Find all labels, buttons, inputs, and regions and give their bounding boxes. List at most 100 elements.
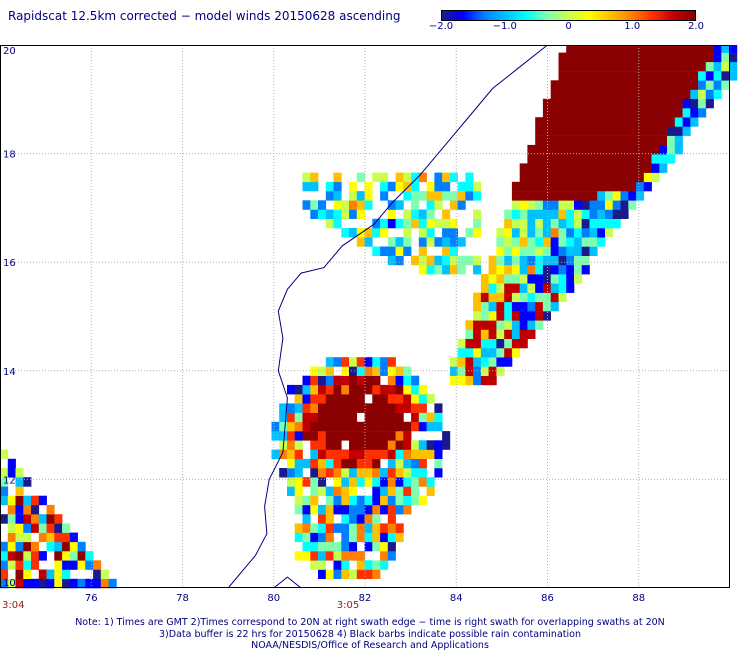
wind-cell <box>535 320 544 330</box>
wind-cell <box>349 458 358 469</box>
wind-cell <box>659 135 668 146</box>
wind-cell <box>659 117 668 127</box>
wind-cell <box>574 144 583 155</box>
wind-cell <box>597 52 606 63</box>
wind-cell <box>542 200 551 210</box>
wind-cell <box>519 264 528 275</box>
wind-cell <box>302 375 311 386</box>
wind-cell <box>356 551 365 561</box>
wind-cell <box>643 144 652 155</box>
wind-cell <box>372 228 381 238</box>
wind-cell <box>364 440 373 450</box>
wind-cell <box>457 357 466 367</box>
wind-cell <box>636 126 645 136</box>
wind-cell <box>705 80 714 90</box>
wind-cell <box>395 523 404 533</box>
wind-cell <box>62 560 71 570</box>
wind-cell <box>310 477 319 487</box>
wind-cell <box>519 181 528 192</box>
wind-cell <box>302 172 311 183</box>
wind-cell <box>418 421 427 432</box>
wind-cell <box>597 200 606 210</box>
wind-cell <box>542 144 551 155</box>
wind-cell <box>473 348 482 358</box>
wind-cell <box>566 200 575 210</box>
wind-cell <box>705 52 714 63</box>
wind-cell <box>310 172 319 183</box>
wind-cell <box>395 449 404 459</box>
colorbar-tick-label: 0 <box>565 21 572 32</box>
wind-cell <box>535 172 544 183</box>
wind-cell <box>488 274 497 284</box>
wind-cell <box>426 412 435 423</box>
wind-cell <box>418 255 427 266</box>
wind-cell <box>628 154 637 164</box>
wind-cell <box>574 61 583 72</box>
wind-cell <box>682 108 691 118</box>
wind-cell <box>302 458 311 469</box>
wind-cell <box>411 209 420 219</box>
wind-cell <box>364 495 373 506</box>
wind-cell <box>496 246 505 256</box>
wind-cell <box>380 421 389 432</box>
wind-cell <box>387 458 396 469</box>
wind-cell <box>589 71 598 81</box>
wind-cell <box>387 394 396 404</box>
wind-cell <box>465 228 474 238</box>
wind-cell <box>597 209 606 219</box>
wind-cell <box>643 126 652 136</box>
wind-cell <box>473 209 482 219</box>
wind-cell <box>325 486 334 496</box>
wind-cell <box>698 98 707 109</box>
wind-cell <box>589 135 598 146</box>
wind-cell <box>356 431 365 441</box>
wind-cell <box>589 89 598 99</box>
wind-cell <box>395 477 404 487</box>
wind-cell <box>643 98 652 109</box>
wind-cell <box>333 458 342 469</box>
wind-cell <box>496 301 505 312</box>
wind-cell <box>395 458 404 469</box>
wind-cell <box>527 246 536 256</box>
wind-cell <box>682 89 691 99</box>
wind-cell <box>325 514 334 524</box>
wind-cell <box>23 578 32 589</box>
wind-cell <box>535 264 544 275</box>
wind-cell <box>302 541 311 552</box>
wind-cell <box>574 117 583 127</box>
wind-cell <box>38 569 47 579</box>
wind-cell <box>674 52 683 63</box>
wind-cell <box>542 191 551 201</box>
wind-cell <box>581 200 590 210</box>
wind-cell <box>589 117 598 127</box>
wind-cell <box>31 523 40 533</box>
wind-cell <box>426 477 435 487</box>
wind-cell <box>349 412 358 423</box>
wind-cell <box>294 468 303 478</box>
wind-cell <box>542 117 551 127</box>
wind-cell <box>566 246 575 256</box>
wind-cell <box>511 338 520 349</box>
wind-cell <box>504 357 513 367</box>
wind-cell <box>294 412 303 423</box>
wind-cell <box>411 181 420 192</box>
wind-cell <box>356 532 365 543</box>
wind-cell <box>496 237 505 247</box>
wind-cell <box>457 237 466 247</box>
wind-cell <box>643 45 652 53</box>
wind-cell <box>589 144 598 155</box>
wind-cell <box>511 274 520 284</box>
wind-cell <box>542 98 551 109</box>
wind-cell <box>713 71 722 81</box>
wind-cell <box>605 98 614 109</box>
wind-cell <box>302 514 311 524</box>
wind-cell <box>659 80 668 90</box>
wind-cell <box>380 357 389 367</box>
wind-cell <box>403 486 412 496</box>
wind-cell <box>558 154 567 164</box>
wind-cell <box>54 514 63 524</box>
wind-cell <box>643 135 652 146</box>
wind-cell <box>682 61 691 72</box>
wind-cell <box>418 440 427 450</box>
wind-cell <box>721 52 730 63</box>
